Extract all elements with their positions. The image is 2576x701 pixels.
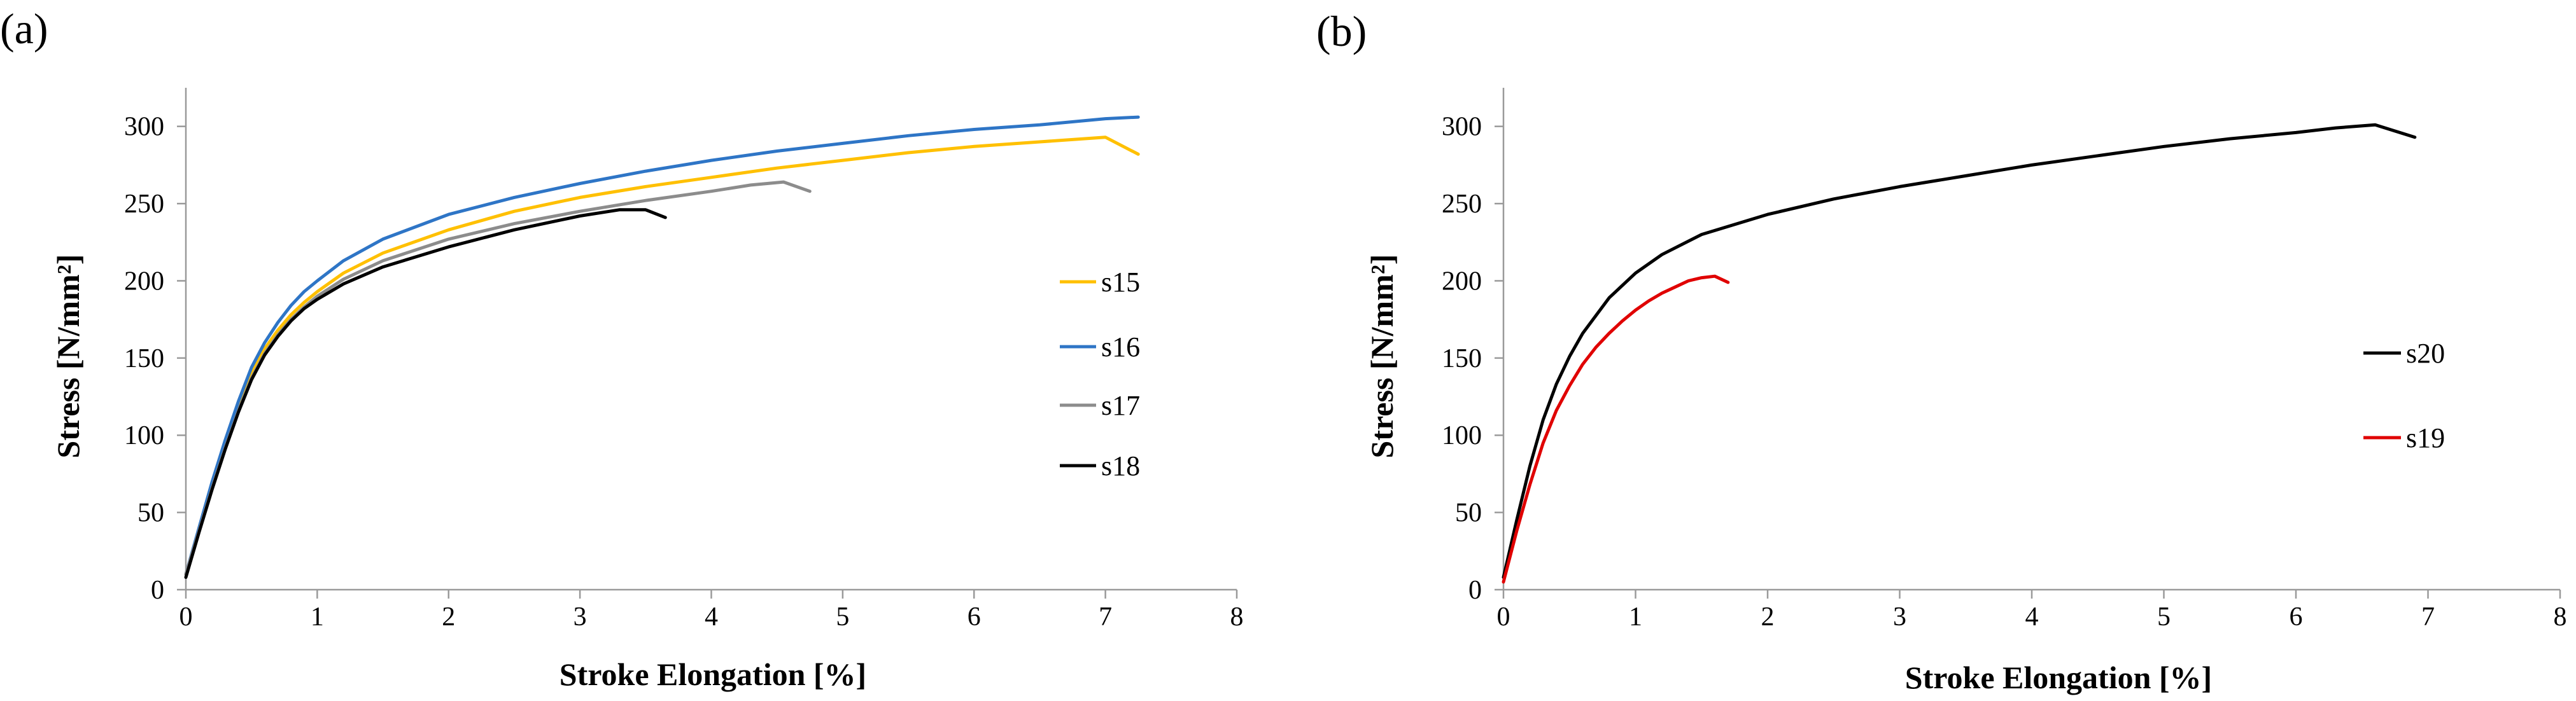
x-tick-label: 3 (1893, 602, 1906, 632)
x-tick-label: 8 (1230, 602, 1244, 632)
series-line-s20 (1502, 123, 2417, 580)
legend-label-s15: s15 (1101, 267, 1140, 298)
y-tick-label: 150 (1442, 344, 1482, 373)
x-axis-title-a: Stroke Elongation [%] (560, 656, 866, 692)
y-ticks-b: 0 50 100 150 200 250 300 (1442, 113, 1503, 605)
y-tick-label: 100 (124, 421, 164, 450)
x-tick-label: 5 (836, 602, 849, 632)
x-tick-label: 7 (1099, 602, 1112, 632)
x-tick-label: 7 (2421, 602, 2435, 632)
x-tick-label: 6 (968, 602, 981, 632)
y-tick-label: 300 (124, 113, 164, 142)
x-tick-label: 6 (2290, 602, 2303, 632)
x-ticks-a: 0 1 2 3 4 5 6 7 8 (179, 590, 1244, 632)
y-tick-label: 300 (1442, 113, 1482, 142)
x-tick-label: 4 (705, 602, 718, 632)
x-tick-label: 1 (1629, 602, 1642, 632)
legend-b: s20 s19 (2363, 338, 2445, 454)
series-group-a (184, 115, 1140, 580)
x-tick-label: 0 (179, 602, 193, 632)
legend-label-s17: s17 (1101, 390, 1140, 421)
y-axis-title-a: Stress [N/mm²] (50, 254, 86, 459)
series-line-s17 (184, 180, 812, 576)
x-tick-label: 5 (2157, 602, 2171, 632)
y-tick-label: 250 (124, 190, 164, 219)
x-tick-label: 4 (2025, 602, 2039, 632)
y-tick-label: 50 (137, 499, 164, 528)
y-tick-label: 0 (1468, 576, 1482, 605)
y-tick-label: 0 (151, 576, 164, 605)
x-axis-title-b: Stroke Elongation [%] (1905, 660, 2212, 695)
x-ticks-b: 0 1 2 3 4 5 6 7 8 (1497, 590, 2567, 632)
axes-b (1502, 88, 2560, 591)
x-tick-label: 2 (442, 602, 455, 632)
series-group-b (1502, 123, 2417, 584)
y-ticks-a: 0 50 100 150 200 250 300 (124, 113, 186, 605)
y-tick-label: 200 (1442, 267, 1482, 296)
x-tick-label: 8 (2554, 602, 2567, 632)
legend-label-s16: s16 (1101, 331, 1140, 363)
panel-label-b: (b) (1316, 7, 1367, 55)
legend-label-s19: s19 (2406, 422, 2445, 454)
y-tick-label: 100 (1442, 421, 1482, 450)
axes-a (185, 88, 1237, 591)
x-tick-label: 0 (1497, 602, 1510, 632)
y-tick-label: 50 (1455, 499, 1482, 528)
series-line-s16 (184, 115, 1140, 576)
y-tick-label: 200 (124, 267, 164, 296)
y-tick-label: 150 (124, 344, 164, 373)
y-axis-title-b: Stress [N/mm²] (1364, 254, 1400, 459)
series-line-s15 (184, 135, 1140, 576)
legend-label-s20: s20 (2406, 338, 2445, 369)
legend-label-s18: s18 (1101, 450, 1140, 482)
x-tick-label: 3 (574, 602, 587, 632)
series-line-s19 (1502, 274, 1730, 584)
panel-label-a: (a) (0, 4, 48, 53)
series-line-s18 (184, 208, 667, 580)
x-tick-label: 1 (311, 602, 324, 632)
y-tick-label: 250 (1442, 190, 1482, 219)
x-tick-label: 2 (1761, 602, 1775, 632)
legend-a: s15 s16 s17 s18 (1060, 267, 1140, 482)
